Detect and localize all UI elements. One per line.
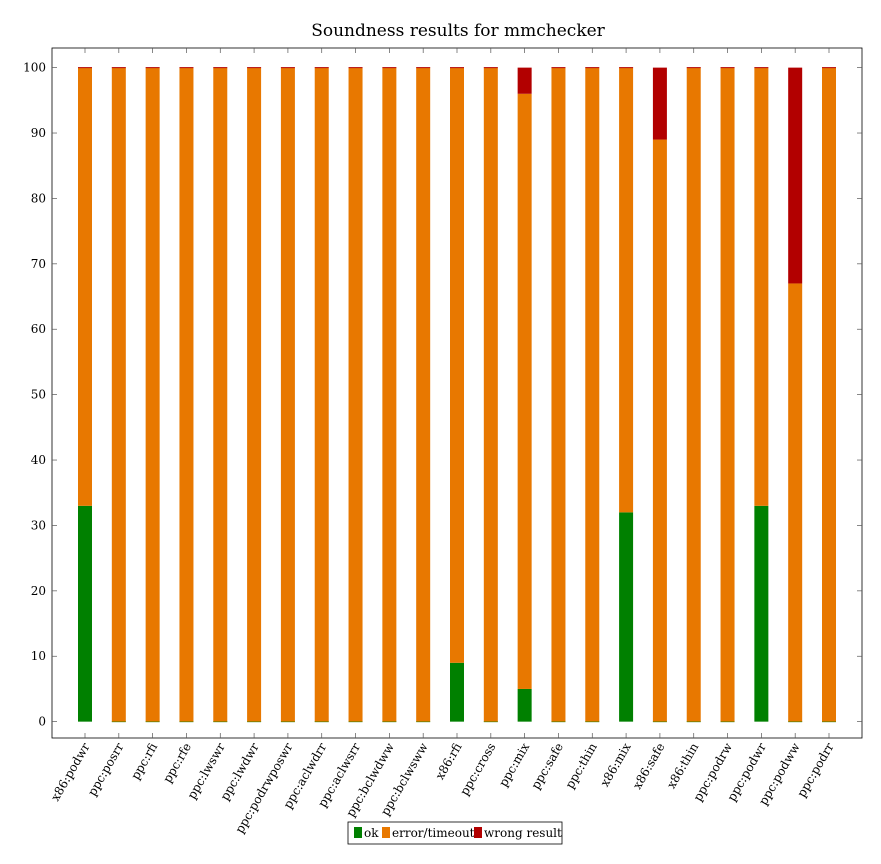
legend-swatch [474, 827, 482, 838]
y-tick-label: 30 [31, 518, 46, 532]
bar-segment [754, 67, 769, 69]
legend-box [347, 821, 563, 845]
y-tick-label: 80 [31, 191, 46, 205]
bar-segment [551, 67, 566, 69]
x-tick-label: ppc:mix [496, 740, 532, 789]
bar-segment [551, 67, 566, 722]
bar-segment [280, 67, 295, 69]
y-tick-label: 60 [31, 322, 46, 336]
bar-segment [382, 67, 397, 69]
x-tick-label: ppc:safe [528, 741, 566, 792]
bar-segment [822, 67, 836, 69]
bar-segment [585, 67, 600, 722]
x-tick-label: ppc:thin [563, 740, 600, 791]
bar-segment [179, 67, 194, 69]
bar-segment [483, 67, 498, 722]
bar-segment [619, 67, 634, 513]
bar-segment [720, 67, 735, 722]
bar-segment [483, 67, 498, 69]
legend-label: wrong result [484, 826, 562, 840]
bar-segment [213, 67, 228, 722]
y-tick-label: 20 [31, 584, 46, 598]
y-axis-ticks: 0 10 20 30 40 50 60 70 80 90 100 [23, 61, 862, 729]
y-tick-label: 70 [31, 257, 46, 271]
bar-segment [382, 67, 397, 722]
y-tick-label: 40 [31, 453, 46, 467]
bar-segment [145, 67, 160, 722]
bar-segment [247, 67, 262, 69]
x-tick-label: x86:podwr [48, 740, 93, 803]
legend-swatch [382, 827, 390, 838]
x-tick-label: ppc:rfi [128, 741, 160, 783]
bar-segment [822, 67, 836, 722]
legend-label: error/timeout [392, 826, 475, 840]
bar-segment [78, 67, 92, 506]
legend-label: ok [364, 826, 379, 840]
x-tick-label: x86:mix [598, 740, 634, 789]
bar-segment [517, 67, 532, 94]
bar-segment [754, 505, 769, 722]
bars [78, 67, 836, 723]
x-tick-label: x86:rfi [433, 741, 465, 782]
chart-title: Soundness results for mmchecker [311, 21, 605, 41]
legend-swatch [354, 827, 362, 838]
y-tick-label: 10 [31, 649, 46, 663]
bar-segment [247, 67, 262, 722]
bar-segment [652, 139, 667, 722]
bar-segment [78, 505, 92, 722]
bar-segment [720, 67, 735, 69]
bar-segment [450, 662, 464, 722]
bar-segment [145, 67, 160, 69]
bar-segment [652, 67, 667, 140]
y-tick-label: 100 [23, 61, 46, 75]
bar-segment [619, 512, 634, 722]
x-tick-label: x86:safe [630, 741, 668, 792]
bar-segment [686, 67, 701, 69]
bar-segment [517, 688, 532, 722]
bar-segment [517, 93, 532, 689]
bar-segment [280, 67, 295, 722]
bar-segment [348, 67, 363, 722]
bar-segment [585, 67, 600, 69]
bar-segment [111, 67, 126, 722]
x-tick-label: x86:thin [664, 740, 701, 791]
bar-segment [619, 67, 634, 69]
bar-segment [314, 67, 329, 722]
bar-segment [788, 67, 803, 284]
bar-segment [754, 67, 769, 506]
legend: ok error/timeout wrong result [347, 821, 563, 845]
bar-segment [314, 67, 329, 69]
bar-segment [416, 67, 431, 69]
y-tick-label: 50 [31, 388, 46, 402]
bar-segment [788, 283, 803, 722]
bar-segment [450, 67, 464, 69]
y-tick-label: 0 [38, 715, 46, 729]
bar-segment [179, 67, 194, 722]
bar-segment [213, 67, 228, 69]
x-tick-label: ppc:rfe [160, 741, 194, 786]
bar-segment [111, 67, 126, 69]
bar-segment [78, 67, 92, 69]
bar-segment [348, 67, 363, 69]
bar-segment [450, 67, 464, 663]
y-tick-label: 90 [31, 126, 46, 140]
bar-segment [416, 67, 431, 722]
bar-segment [686, 67, 701, 722]
